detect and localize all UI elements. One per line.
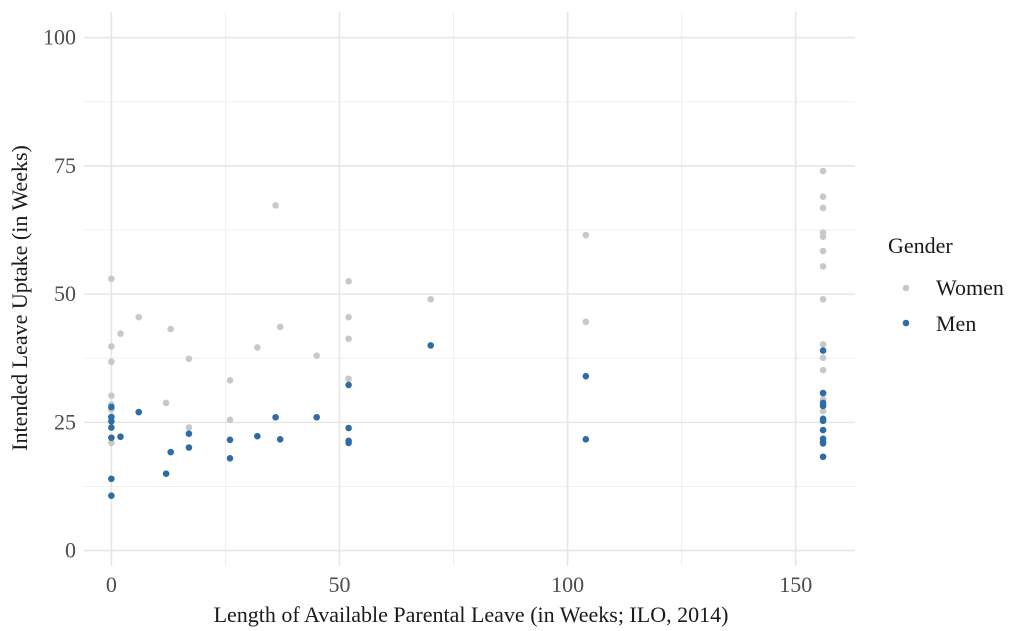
point-men bbox=[819, 426, 827, 434]
point-women bbox=[226, 416, 234, 424]
point-men bbox=[819, 402, 827, 410]
point-women bbox=[108, 275, 115, 283]
point-women bbox=[819, 204, 827, 212]
point-women bbox=[345, 375, 352, 383]
point-men bbox=[819, 440, 827, 447]
point-men bbox=[167, 448, 174, 456]
point-men bbox=[582, 435, 590, 443]
x-tick-labels: 0 50 100 150 bbox=[106, 572, 812, 597]
grid-lines bbox=[84, 12, 855, 566]
y-tick-label: 25 bbox=[54, 409, 76, 434]
point-women bbox=[117, 330, 124, 337]
point-men bbox=[185, 430, 193, 437]
x-tick-label: 100 bbox=[551, 572, 584, 597]
point-women bbox=[254, 344, 261, 351]
point-women bbox=[167, 325, 174, 333]
y-tick-label: 0 bbox=[65, 538, 76, 563]
point-men bbox=[108, 418, 115, 425]
y-tick-label: 100 bbox=[43, 25, 76, 50]
y-tick-label: 75 bbox=[54, 153, 76, 178]
point-women bbox=[819, 366, 827, 374]
point-men bbox=[582, 372, 590, 380]
point-men bbox=[276, 435, 284, 443]
legend-men-label: Men bbox=[936, 311, 976, 336]
point-women bbox=[108, 392, 115, 399]
x-tick-label: 0 bbox=[106, 572, 117, 597]
point-women bbox=[108, 358, 115, 366]
point-men bbox=[108, 434, 115, 442]
point-women bbox=[345, 313, 352, 321]
point-women bbox=[185, 355, 193, 363]
legend-title: Gender bbox=[888, 233, 953, 258]
point-women bbox=[345, 278, 352, 285]
point-women bbox=[135, 313, 143, 321]
point-women bbox=[819, 167, 827, 175]
point-women bbox=[313, 352, 320, 359]
point-men bbox=[185, 444, 193, 451]
point-women bbox=[272, 202, 279, 209]
point-women bbox=[819, 263, 827, 270]
point-men bbox=[226, 436, 234, 444]
point-men bbox=[135, 408, 143, 416]
point-men bbox=[108, 424, 115, 431]
point-men bbox=[819, 347, 827, 354]
point-men bbox=[345, 424, 352, 432]
point-women bbox=[819, 407, 827, 415]
point-women bbox=[582, 318, 590, 326]
point-women bbox=[226, 377, 234, 384]
point-men bbox=[226, 454, 234, 462]
point-men bbox=[108, 403, 115, 411]
point-women bbox=[427, 295, 435, 303]
legend-women-label: Women bbox=[936, 275, 1004, 300]
point-men bbox=[313, 413, 320, 421]
x-axis-title: Length of Available Parental Leave (in W… bbox=[214, 602, 729, 627]
legend-women-marker bbox=[902, 284, 910, 292]
point-men bbox=[345, 439, 352, 447]
point-women bbox=[108, 343, 115, 350]
point-women bbox=[108, 439, 115, 447]
point-men bbox=[819, 417, 827, 425]
point-women bbox=[819, 354, 827, 362]
point-men bbox=[117, 433, 124, 441]
x-tick-label: 150 bbox=[779, 572, 812, 597]
point-men bbox=[108, 475, 115, 483]
point-men bbox=[162, 470, 170, 477]
point-women bbox=[819, 233, 827, 240]
legend: Gender Women Men bbox=[888, 233, 1004, 336]
point-women bbox=[819, 295, 827, 303]
point-women bbox=[819, 341, 827, 348]
point-men bbox=[819, 389, 827, 397]
point-women bbox=[582, 231, 590, 239]
y-tick-label: 50 bbox=[54, 281, 76, 306]
point-women bbox=[162, 399, 170, 407]
point-women bbox=[185, 424, 193, 431]
point-women bbox=[819, 193, 827, 200]
y-tick-labels: 0 25 50 75 100 bbox=[43, 25, 76, 563]
x-tick-label: 50 bbox=[328, 572, 350, 597]
point-men bbox=[427, 342, 435, 349]
point-men bbox=[345, 381, 352, 389]
legend-men-marker bbox=[902, 319, 910, 327]
point-women bbox=[819, 247, 827, 255]
data-points bbox=[108, 167, 827, 500]
point-men bbox=[272, 413, 279, 421]
point-men bbox=[254, 432, 261, 440]
point-women bbox=[345, 335, 352, 343]
point-men bbox=[819, 453, 827, 461]
point-men bbox=[108, 492, 115, 500]
y-axis-title: Intended Leave Uptake (in Weeks) bbox=[7, 145, 32, 451]
point-women bbox=[276, 323, 284, 331]
